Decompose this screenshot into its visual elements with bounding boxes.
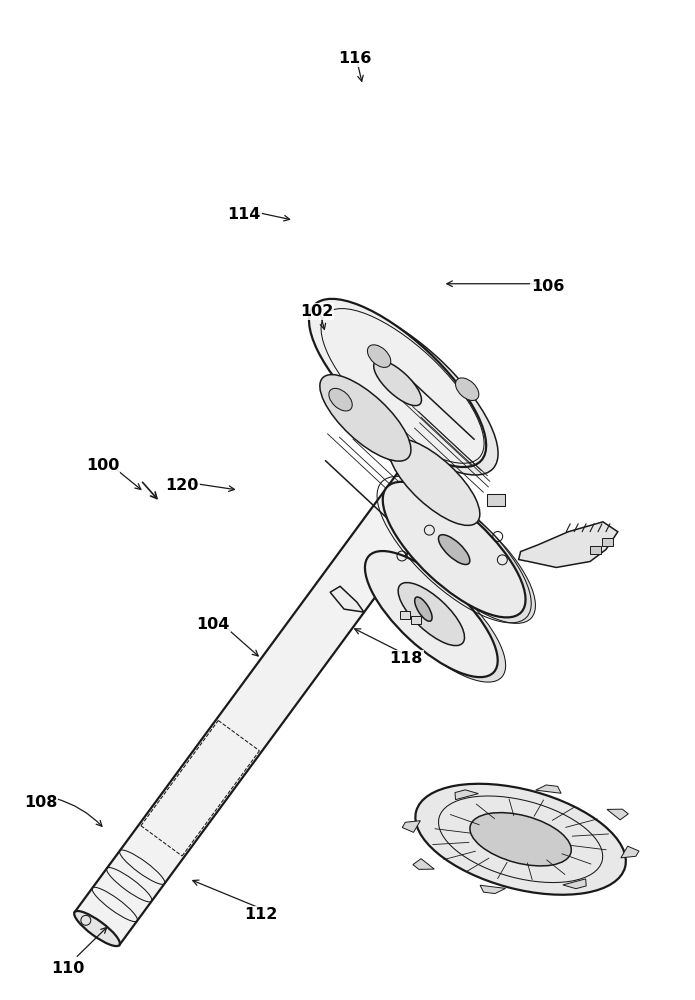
Text: 108: 108 [24, 795, 58, 810]
Ellipse shape [373, 556, 506, 682]
Text: 100: 100 [86, 458, 120, 473]
Ellipse shape [416, 784, 626, 895]
FancyBboxPatch shape [602, 538, 613, 546]
Text: 104: 104 [197, 617, 230, 632]
Text: 118: 118 [389, 651, 423, 666]
Ellipse shape [374, 360, 421, 406]
Ellipse shape [74, 911, 120, 946]
Polygon shape [413, 859, 434, 869]
Text: 102: 102 [300, 304, 333, 319]
Polygon shape [330, 586, 364, 612]
Polygon shape [487, 494, 505, 506]
Polygon shape [621, 846, 639, 858]
Ellipse shape [329, 388, 352, 411]
Polygon shape [411, 616, 421, 624]
Ellipse shape [455, 378, 479, 400]
Ellipse shape [398, 583, 464, 646]
Polygon shape [536, 785, 561, 793]
Polygon shape [607, 809, 628, 820]
Polygon shape [402, 821, 420, 832]
Ellipse shape [383, 482, 525, 617]
Ellipse shape [365, 551, 498, 677]
Polygon shape [400, 611, 409, 619]
Polygon shape [518, 522, 618, 567]
Ellipse shape [389, 439, 480, 525]
FancyBboxPatch shape [590, 546, 601, 554]
Ellipse shape [470, 813, 571, 866]
Polygon shape [455, 790, 478, 800]
Text: 116: 116 [338, 51, 371, 66]
Text: 120: 120 [165, 478, 199, 493]
Ellipse shape [368, 345, 391, 367]
Polygon shape [74, 474, 442, 945]
Text: 112: 112 [245, 907, 278, 922]
Polygon shape [563, 879, 586, 889]
Ellipse shape [309, 299, 486, 467]
Text: 106: 106 [531, 279, 564, 294]
Ellipse shape [415, 597, 432, 621]
Ellipse shape [320, 375, 411, 461]
Ellipse shape [393, 488, 535, 623]
Polygon shape [480, 885, 505, 894]
Ellipse shape [439, 535, 470, 565]
Ellipse shape [321, 307, 498, 475]
Text: 110: 110 [51, 961, 85, 976]
Text: 114: 114 [227, 207, 261, 222]
